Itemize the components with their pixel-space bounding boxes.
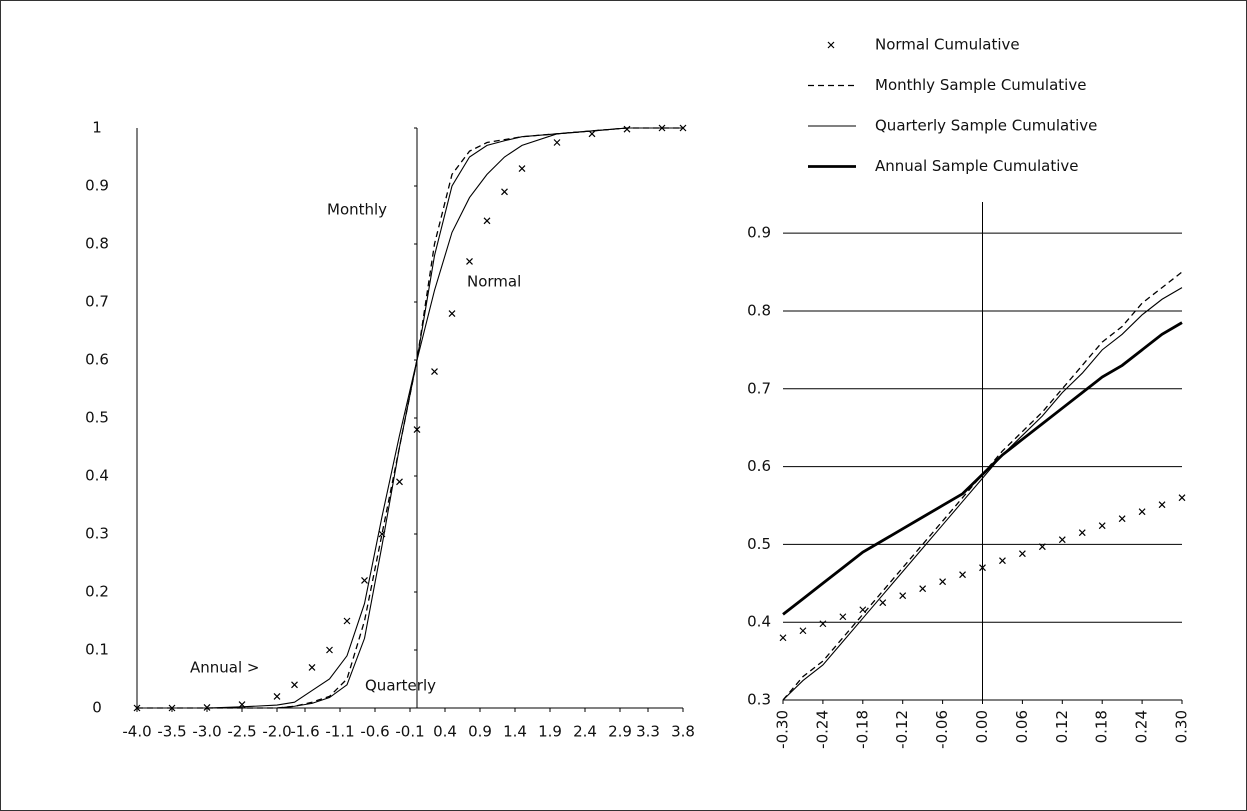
normal-marker [899,592,907,600]
legend-label: Annual Sample Cumulative [875,157,1079,175]
y-tick-label: 0.9 [747,224,771,242]
normal-marker [939,578,947,586]
x-tick-label: -0.18 [853,710,871,749]
normal-marker [1118,515,1126,523]
y-tick-label: 0.5 [85,409,109,427]
x-tick-label: -0.06 [933,710,951,749]
normal-marker [919,585,927,593]
y-tick-label: 0.4 [747,613,771,631]
x-tick-label: 0.00 [973,710,991,743]
normal-marker [308,663,316,671]
annotation: Quarterly [365,677,436,695]
normal-marker [1178,494,1186,502]
y-tick-label: 0.7 [747,379,771,397]
normal-marker [413,426,421,434]
y-tick-label: 0.3 [85,525,109,543]
series-line [782,321,1183,616]
x-tick-label: 1.9 [538,723,562,741]
x-tick-label: 0.4 [433,723,457,741]
x-tick-label: -4.0 [122,723,151,741]
y-tick-label: 0.9 [85,177,109,195]
series-line [137,127,683,709]
legend-label: Monthly Sample Cumulative [875,76,1086,94]
x-tick-label: -1.1 [325,723,354,741]
x-tick-label: 3.8 [671,723,695,741]
x-tick-label: 0.12 [1053,710,1071,743]
normal-marker [1158,501,1166,509]
normal-marker [1138,508,1146,516]
x-tick-label: -0.12 [893,710,911,749]
normal-marker [1078,529,1086,537]
x-tick-label: -3.0 [192,723,221,741]
normal-marker [1058,536,1066,544]
normal-marker [361,576,368,584]
y-tick-label: 0.5 [747,535,771,553]
normal-marker [879,599,887,607]
normal-marker [466,257,473,265]
normal-marker [1018,550,1026,558]
normal-marker [959,571,966,579]
x-tick-label: 0.9 [468,723,492,741]
normal-marker [396,478,403,486]
x-tick-label: -0.1 [395,723,424,741]
y-tick-label: 0.4 [85,467,109,485]
normal-marker [588,130,596,138]
normal-marker [518,165,526,173]
y-tick-label: 0.2 [85,583,109,601]
legend-label: Quarterly Sample Cumulative [875,117,1097,135]
y-tick-label: 0.8 [747,301,771,319]
legend-marker [827,41,835,49]
normal-marker [1098,522,1106,530]
normal-marker [291,681,298,689]
y-tick-label: 1 [92,119,102,137]
x-tick-label: 0.24 [1133,710,1151,743]
x-tick-label: -1.6 [290,723,319,741]
y-tick-label: 0.7 [85,293,109,311]
y-tick-label: 0 [92,699,102,717]
x-tick-label: 2.4 [573,723,597,741]
x-tick-label: -2.0 [262,723,291,741]
normal-marker [501,188,508,196]
normal-marker [623,125,631,133]
series-line [782,287,1183,701]
x-tick-label: -0.30 [774,710,792,749]
normal-marker [273,692,281,700]
normal-marker [431,368,438,376]
x-tick-label: 2.9 [608,723,632,741]
normal-marker [448,310,456,318]
normal-marker [979,564,986,572]
y-tick-label: 0.1 [85,641,109,659]
y-tick-label: 0.6 [85,351,109,369]
x-tick-label: 0.18 [1093,710,1111,743]
normal-marker [1038,543,1046,551]
y-tick-label: 0.3 [747,691,771,709]
normal-marker [483,217,491,225]
annotation: Normal [467,273,521,291]
x-tick-label: -0.24 [813,710,831,749]
x-tick-label: 0.06 [1013,710,1031,743]
normal-marker [839,613,847,621]
x-tick-label: -2.5 [227,723,256,741]
normal-marker [779,634,787,642]
annotation: Monthly [327,201,387,219]
normal-marker [326,646,333,654]
normal-marker [343,617,351,625]
annotation: Annual > [190,659,259,677]
normal-marker [799,627,807,635]
y-tick-label: 0.8 [85,235,109,253]
x-tick-label: 0.30 [1173,710,1191,743]
legend-label: Normal Cumulative [875,36,1020,54]
x-tick-label: -3.5 [157,723,186,741]
x-tick-label: 3.3 [636,723,660,741]
normal-marker [999,557,1006,565]
y-tick-label: 0.6 [747,457,771,475]
x-tick-label: 1.4 [503,723,527,741]
x-tick-label: -0.6 [360,723,389,741]
normal-marker [819,620,827,628]
normal-marker [553,139,561,146]
